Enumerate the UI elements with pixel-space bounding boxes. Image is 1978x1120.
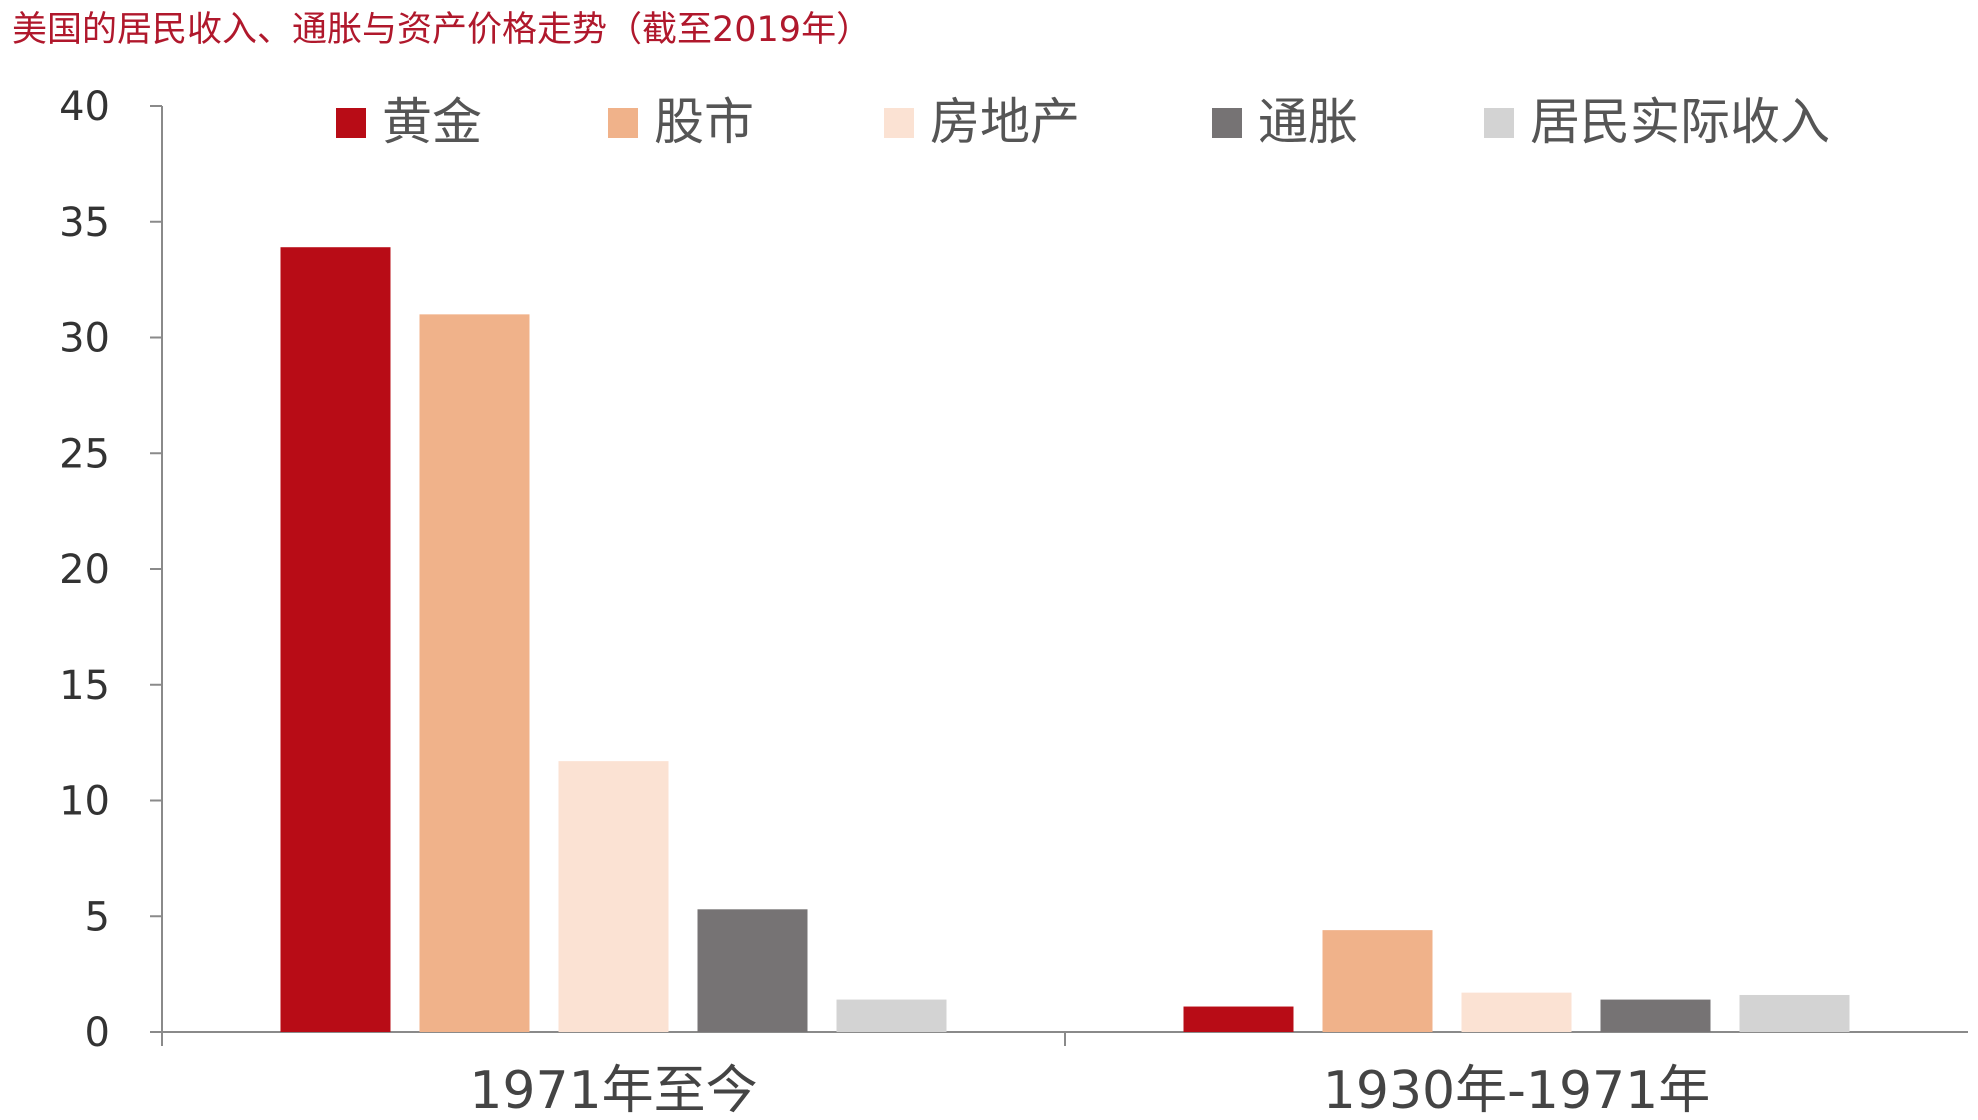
legend-swatch [1212, 108, 1242, 138]
y-tick-label: 40 [59, 84, 110, 130]
y-tick-label: 0 [85, 1010, 110, 1056]
bar [1739, 994, 1850, 1032]
legend-label: 通胀 [1258, 93, 1358, 151]
y-tick-label: 5 [85, 894, 110, 940]
bar [419, 314, 530, 1033]
bar [280, 247, 391, 1033]
y-tick-label: 25 [59, 431, 110, 477]
bar [1600, 999, 1711, 1032]
y-tick-label: 20 [59, 547, 110, 593]
bars [280, 247, 1850, 1033]
legend-swatch [608, 108, 638, 138]
bar [836, 999, 947, 1032]
legend-swatch [336, 108, 366, 138]
x-category-label: 1971年至今 [469, 1061, 757, 1120]
legend-label: 房地产 [930, 93, 1080, 151]
legend-swatch [1484, 108, 1514, 138]
legend: 黄金 股市 房地产 通胀 居民实际收入 [336, 93, 1830, 151]
bar [697, 909, 808, 1032]
y-tick-label: 35 [59, 200, 110, 246]
bar [558, 761, 669, 1032]
axes: 0 5 10 15 20 25 30 35 40 1971年至今 1930年-1971年 [59, 84, 1968, 1120]
legend-label: 股市 [654, 93, 754, 151]
y-tick-label: 15 [59, 663, 110, 709]
legend-label: 黄金 [382, 93, 482, 151]
y-tick-label: 10 [59, 779, 110, 825]
chart-title: 美国的居民收入、通胀与资产价格走势（截至2019年） [12, 10, 872, 50]
x-category-label: 1930年-1971年 [1323, 1061, 1710, 1120]
bar [1461, 992, 1572, 1032]
legend-label: 居民实际收入 [1530, 93, 1830, 151]
legend-swatch [884, 108, 914, 138]
y-tick-label: 30 [59, 316, 110, 362]
bar [1183, 1006, 1294, 1032]
bar [1322, 930, 1433, 1032]
